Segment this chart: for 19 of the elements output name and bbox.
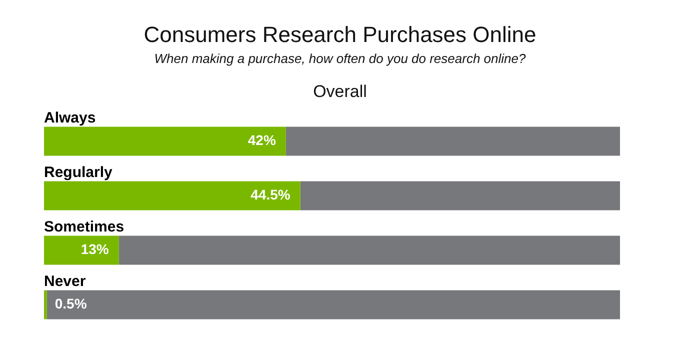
data-label: 13% bbox=[80, 241, 110, 258]
annotation: Overall bbox=[312, 82, 368, 102]
y-tick-label: Never bbox=[44, 272, 86, 290]
y-tick-label: Always bbox=[44, 109, 96, 126]
bar bbox=[46, 290, 620, 320]
bar bbox=[44, 126, 286, 156]
bar bbox=[118, 236, 620, 265]
bar bbox=[286, 126, 620, 156]
bar bbox=[44, 236, 119, 265]
data-label: 0.5% bbox=[54, 296, 88, 312]
bar bbox=[300, 181, 620, 210]
y-tick-label: Sometimes bbox=[44, 218, 124, 236]
bar bbox=[44, 181, 300, 210]
chart-title: Consumers Research Purchases Online bbox=[142, 22, 538, 48]
data-label: 44.5% bbox=[250, 186, 291, 203]
data-label: 42% bbox=[248, 132, 276, 148]
bar bbox=[44, 290, 47, 320]
y-tick-label: Regularly bbox=[44, 164, 114, 181]
chart-subtitle: When making a purchase, how often do you do research online? bbox=[153, 51, 527, 66]
